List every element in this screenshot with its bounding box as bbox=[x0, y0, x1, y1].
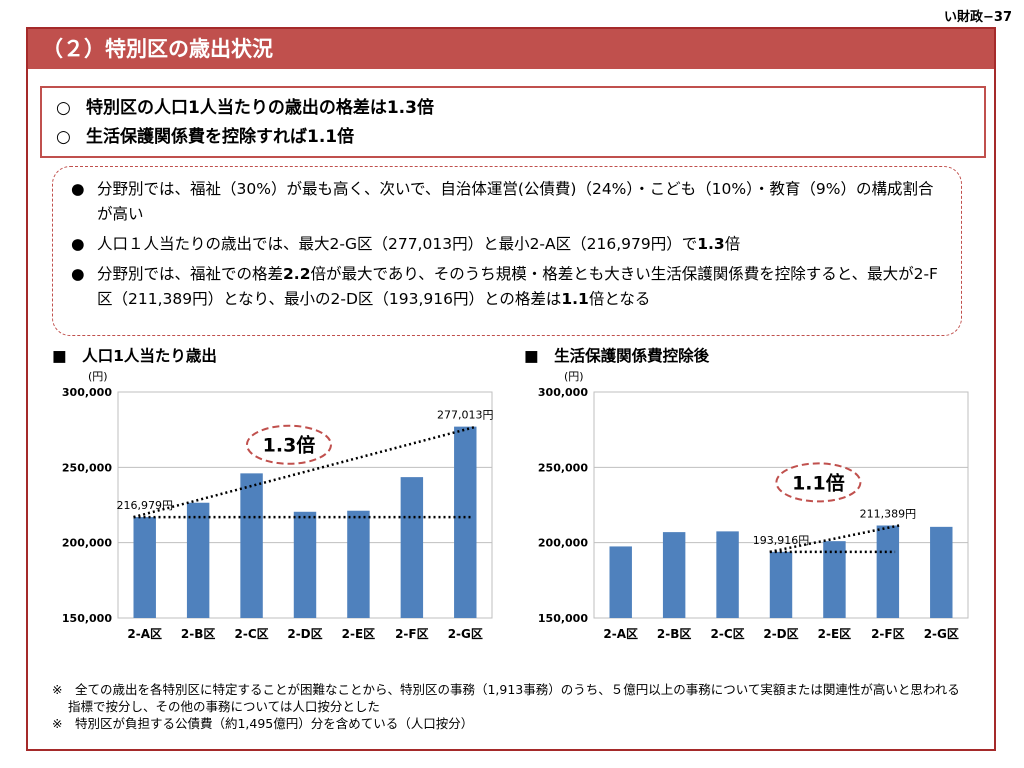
bar bbox=[662, 532, 686, 618]
x-tick-label: 2-G区 bbox=[924, 627, 959, 641]
footnote: ※ 特別区が負担する公債費（約1,495億円）分を含めている（人口按分） bbox=[52, 716, 474, 731]
x-tick-label: 2-C区 bbox=[711, 627, 745, 641]
note-text: 倍 bbox=[724, 235, 741, 253]
ratio-label: 1.3倍 bbox=[263, 434, 316, 457]
y-tick-label: 200,000 bbox=[62, 537, 112, 550]
bullet-icon: ● bbox=[71, 265, 85, 283]
bar bbox=[930, 526, 953, 618]
bar bbox=[133, 517, 156, 618]
value-annotation: 277,013円 bbox=[437, 409, 494, 422]
note-text: 分野別では、福祉での格差 bbox=[97, 265, 284, 283]
note-text: 分野別では、福祉（30%）が最も高く、次いで、自治体運営(公債費)（24%）・こ… bbox=[97, 180, 934, 223]
chart-heading-excluding-welfare: ■ 生活保護関係費控除後 bbox=[524, 347, 710, 365]
circle-marker-icon: ○ bbox=[56, 98, 71, 118]
note-item: ● 分野別では、福祉（30%）が最も高く、次いで、自治体運営(公債費)（24%）・… bbox=[67, 177, 947, 227]
y-tick-label: 150,000 bbox=[538, 612, 588, 625]
chart-per-capita-expenditure: 150,000 200,000 250,000 300,000 (円) 2-A区 2-B区 2… bbox=[62, 370, 494, 641]
ratio-label: 1.1倍 bbox=[792, 471, 845, 494]
x-tick-label: 2-D区 bbox=[287, 627, 322, 641]
note-emphasis: 1.1 bbox=[561, 290, 589, 308]
x-tick-label: 2-B区 bbox=[657, 627, 691, 641]
footnotes: ※ 全ての歳出を各特別区に特定することが困難なことから、特別区の事務（1,913… bbox=[52, 681, 982, 732]
trend-dotted-line bbox=[769, 524, 900, 554]
summary-line: ○ 特別区の人口1人当たりの歳出の格差は1.3倍 bbox=[56, 94, 970, 123]
y-tick-label: 300,000 bbox=[62, 386, 112, 399]
bullet-icon: ● bbox=[71, 180, 85, 198]
summary-text: 特別区の人口1人当たりの歳出の格差は1.3倍 bbox=[86, 98, 434, 118]
summary-line: ○ 生活保護関係費を控除すれば1.1倍 bbox=[56, 123, 970, 152]
bar bbox=[454, 426, 477, 618]
bar bbox=[823, 541, 846, 618]
bar bbox=[609, 546, 632, 618]
footnote: 指標で按分し、その他の事務については人口按分とした bbox=[68, 699, 380, 714]
value-annotation: 216,979円 bbox=[116, 499, 173, 512]
y-tick-label: 250,000 bbox=[538, 461, 588, 474]
y-tick-label: 300,000 bbox=[538, 386, 588, 399]
y-tick-label: 200,000 bbox=[538, 537, 588, 550]
value-annotation: 211,389円 bbox=[860, 508, 917, 521]
summary-box: ○ 特別区の人口1人当たりの歳出の格差は1.3倍 ○ 生活保護関係費を控除すれば… bbox=[40, 86, 986, 158]
x-tick-label: 2-F区 bbox=[871, 627, 905, 641]
note-emphasis: 2.2 bbox=[283, 265, 311, 283]
bar bbox=[876, 525, 900, 618]
bar bbox=[769, 551, 793, 618]
chart-excluding-welfare: 150,000 200,000 250,000 300,000 (円) 2-A区 2-B区 2… bbox=[538, 370, 969, 641]
bullet-icon: ● bbox=[71, 235, 85, 253]
x-tick-label: 2-E区 bbox=[342, 627, 376, 641]
x-tick-label: 2-D区 bbox=[763, 627, 798, 641]
y-unit-label: (円) bbox=[564, 370, 584, 383]
bar bbox=[293, 511, 317, 618]
bar bbox=[240, 473, 263, 618]
ratio-ellipse bbox=[245, 424, 332, 465]
note-emphasis: 1.3 bbox=[697, 235, 725, 253]
page-reference: い財政−37 bbox=[944, 10, 1012, 25]
x-tick-label: 2-E区 bbox=[818, 627, 852, 641]
bar bbox=[186, 502, 210, 618]
x-tick-label: 2-C区 bbox=[235, 627, 269, 641]
note-text: 人口１人当たりの歳出では、最大2-G区（277,013円）と最小2-A区（216… bbox=[97, 235, 698, 253]
x-tick-label: 2-G区 bbox=[448, 627, 483, 641]
page-title: （２）特別区の歳出状況 bbox=[28, 29, 994, 69]
x-tick-label: 2-A区 bbox=[127, 627, 162, 641]
x-tick-label: 2-B区 bbox=[181, 627, 215, 641]
summary-text: 生活保護関係費を控除すれば1.1倍 bbox=[86, 127, 355, 147]
bar bbox=[716, 531, 739, 618]
note-item: ● 人口１人当たりの歳出では、最大2-G区（277,013円）と最小2-A区（21… bbox=[67, 232, 947, 257]
note-text: 倍となる bbox=[588, 290, 651, 308]
trend-dotted-line bbox=[133, 425, 477, 519]
chart-heading-per-capita: ■ 人口1人当たり歳出 bbox=[52, 347, 217, 365]
bar bbox=[347, 510, 370, 618]
x-tick-label: 2-A区 bbox=[603, 627, 638, 641]
y-tick-label: 150,000 bbox=[62, 612, 112, 625]
value-annotation: 193,916円 bbox=[753, 534, 810, 547]
note-item: ● 分野別では、福祉での格差2.2倍が最大であり、そのうち規模・格差とも大きい生活… bbox=[67, 262, 947, 312]
notes-box: ● 分野別では、福祉（30%）が最も高く、次いで、自治体運営(公債費)（24%）・… bbox=[52, 166, 962, 336]
y-tick-label: 250,000 bbox=[62, 461, 112, 474]
y-unit-label: (円) bbox=[88, 370, 108, 383]
circle-marker-icon: ○ bbox=[56, 127, 71, 147]
note-text: 倍が最大であり、そのうち規模・格差とも大きい生活保護関係費を控除すると、最大が2… bbox=[97, 265, 938, 308]
x-tick-label: 2-F区 bbox=[395, 627, 429, 641]
ratio-ellipse bbox=[775, 462, 862, 503]
bar bbox=[400, 477, 424, 618]
footnote: ※ 全ての歳出を各特別区に特定することが困難なことから、特別区の事務（1,913… bbox=[52, 682, 960, 697]
content-frame bbox=[26, 27, 996, 751]
